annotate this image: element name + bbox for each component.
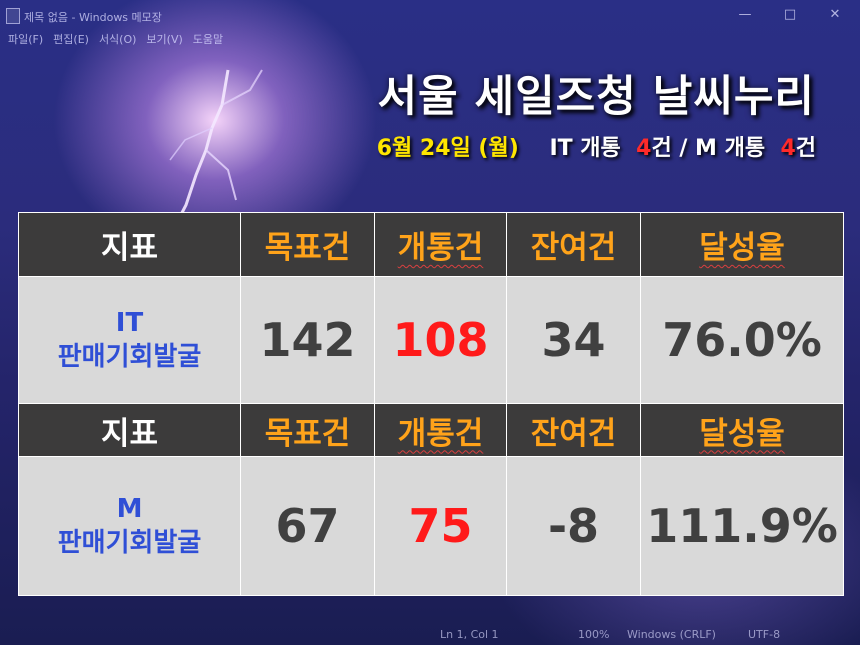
table-header-row-2: 지표 목표건 개통건 잔여건 달성율 — [18, 403, 844, 457]
column-header-remaining-2: 잔여건 — [506, 403, 641, 457]
column-header-opened: 개통건 — [374, 212, 507, 277]
table-row-it: IT 판매기회발굴 142 108 34 76.0% — [18, 276, 844, 404]
menu-edit[interactable]: 편집(E) — [53, 33, 89, 46]
page-title: 서울 세일즈청 날씨누리 — [377, 72, 815, 122]
table-header-row: 지표 목표건 개통건 잔여건 달성율 — [18, 212, 844, 277]
column-header-target-2: 목표건 — [240, 403, 375, 457]
notepad-icon — [6, 8, 20, 24]
status-bar: Ln 1, Col 1 100% Windows (CRLF) UTF-8 — [0, 622, 860, 645]
zoom-level: 100% — [578, 628, 610, 641]
m-rate-value: 111.9% — [640, 456, 844, 596]
it-rate-value: 76.0% — [640, 276, 844, 404]
column-header-metric-2: 지표 — [18, 403, 241, 457]
summary-it-count: 4 — [636, 136, 652, 161]
summary-date: 6월 24일 (월) — [376, 136, 519, 161]
minimize-icon[interactable]: — — [738, 7, 752, 22]
it-target-value: 142 — [240, 276, 375, 404]
it-opened-value: 108 — [374, 276, 507, 404]
metric-name-m: M 판매기회발굴 — [18, 456, 241, 596]
close-icon[interactable]: ✕ — [829, 7, 841, 22]
metric-name-it: IT 판매기회발굴 — [18, 276, 241, 404]
m-target-value: 67 — [240, 456, 375, 596]
m-opened-value: 75 — [374, 456, 507, 596]
table-row-m: M 판매기회발굴 67 75 -8 111.9% — [18, 456, 844, 596]
it-remaining-value: 34 — [506, 276, 641, 404]
m-remaining-value: -8 — [506, 456, 641, 596]
encoding: UTF-8 — [748, 628, 781, 641]
summary-separator: 건 / M 개통 — [651, 136, 766, 161]
cursor-position: Ln 1, Col 1 — [440, 628, 499, 641]
daily-summary: 6월 24일 (월) IT 개통 4건 / M 개통 4건 — [377, 130, 816, 162]
column-header-target: 목표건 — [240, 212, 375, 277]
menu-format[interactable]: 서식(O) — [98, 33, 137, 46]
menu-bar: 파일(F) 편집(E) 서식(O) 보기(V) 도움말 — [0, 31, 225, 51]
menu-file[interactable]: 파일(F) — [8, 33, 44, 46]
column-header-metric: 지표 — [18, 212, 241, 277]
summary-m-count: 4 — [780, 136, 796, 161]
sales-table: 지표 목표건 개통건 잔여건 달성율 IT 판매기회발굴 142 108 34 … — [18, 212, 844, 596]
column-header-rate: 달성율 — [640, 212, 844, 277]
column-header-opened-2: 개통건 — [374, 403, 507, 457]
window-title: 제목 없음 - Windows 메모장 — [24, 11, 162, 24]
summary-suffix: 건 — [795, 136, 816, 161]
window-titlebar: 제목 없음 - Windows 메모장 — □ ✕ — [0, 0, 860, 30]
maximize-icon[interactable]: □ — [783, 7, 797, 22]
line-ending: Windows (CRLF) — [627, 628, 716, 641]
menu-help[interactable]: 도움말 — [192, 33, 224, 46]
summary-it-label: IT 개통 — [549, 136, 621, 161]
column-header-rate-2: 달성율 — [640, 403, 844, 457]
column-header-remaining: 잔여건 — [506, 212, 641, 277]
menu-view[interactable]: 보기(V) — [146, 33, 183, 46]
